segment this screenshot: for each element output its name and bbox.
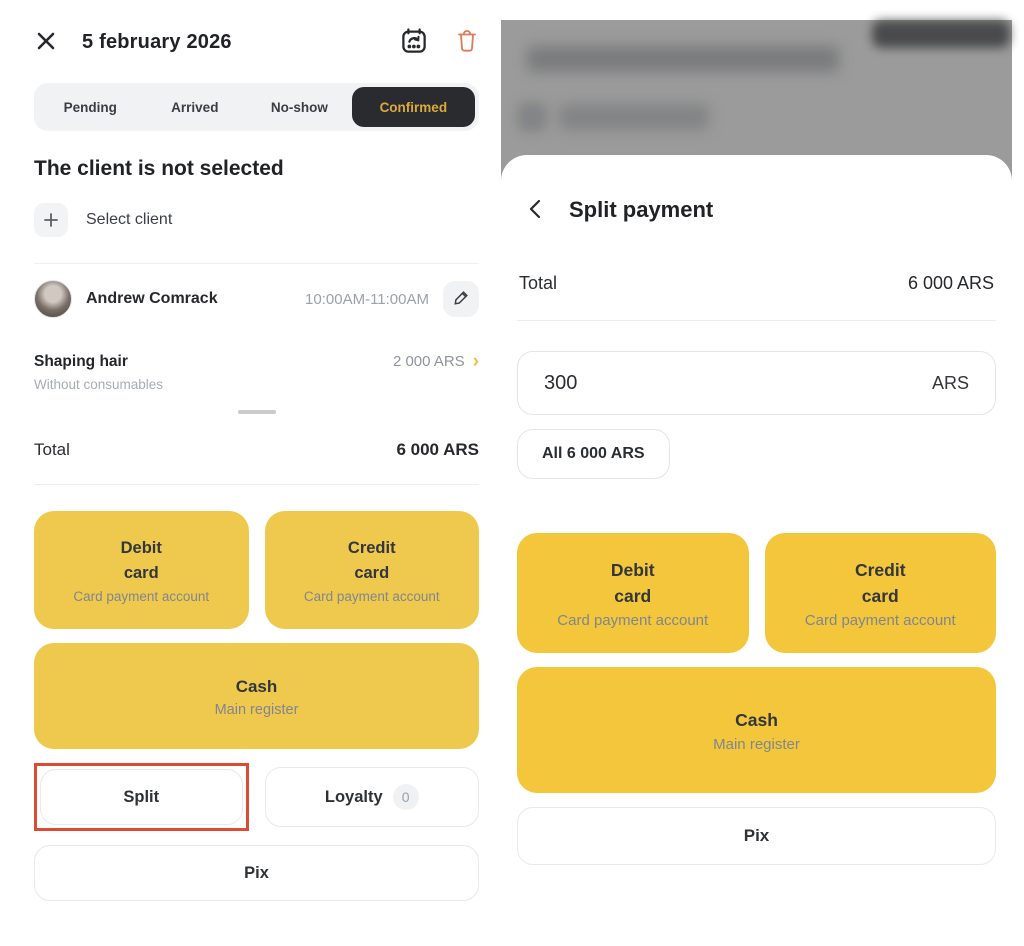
reschedule-button[interactable] [399,26,429,59]
debit-card-account: Card payment account [73,588,210,604]
split-payment-screen: Split payment Total 6 000 ARS ARS All 6 … [497,0,1024,946]
cash-button[interactable]: Cash Main register [517,667,996,793]
plus-icon [34,203,68,237]
total-label: Total [519,273,558,293]
service-note: Without consumables [34,377,164,392]
credit-card-account: Card payment account [303,588,440,604]
delete-appointment-button[interactable] [455,28,479,57]
split-payment-sheet: Split payment Total 6 000 ARS ARS All 6 … [501,155,1012,946]
cash-label: Cash [235,676,278,696]
divider [517,320,996,321]
chevron-left-icon [527,198,543,223]
sheet-header: Split payment [517,197,996,223]
select-client-label: Select client [86,211,173,228]
cash-register: Main register [214,702,299,719]
appointment-time: 10:00AM-11:00AM [305,290,429,308]
all-amount-chip[interactable]: All 6 000 ARS [517,429,670,479]
total-row: Total 6 000 ARS [517,273,996,294]
split-amount-field[interactable]: ARS [517,351,996,415]
staff-name: Andrew Comrack [86,290,218,307]
credit-card-account: Card payment account [804,612,956,630]
total-label: Total [34,440,70,459]
blurred-background-text [559,104,709,130]
trash-icon [455,28,479,57]
service-price: 2 000 ARS [392,353,465,370]
edit-appointment-button[interactable] [443,281,479,317]
credit-card-button[interactable]: Credit card Card payment account [264,511,479,629]
divider [34,484,479,485]
cash-label: Cash [735,709,778,730]
chevron-right-icon: › [472,351,479,372]
split-amount-input[interactable] [544,371,932,395]
debit-card-account: Card payment account [557,612,709,630]
status-tabbar: Pending Arrived No-show Confirmed [34,83,479,131]
close-icon [34,29,58,56]
loyalty-button[interactable]: Loyalty 0 [264,767,479,827]
service-row[interactable]: Shaping hair 2 000 ARS › [34,352,479,371]
cash-register: Main register [713,736,800,754]
pix-button[interactable]: Pix [517,807,996,865]
service-name: Shaping hair [34,352,128,370]
total-row: Total 6 000 ARS [34,440,479,460]
loyalty-label: Loyalty [324,787,383,806]
appointment-header: 5 february 2026 [34,0,479,59]
loyalty-count-badge: 0 [392,784,419,810]
blurred-background-text [527,46,839,72]
blurred-background-element [517,102,547,132]
sheet-title: Split payment [569,197,714,222]
close-button[interactable] [34,29,58,56]
sheet-grab-handle[interactable] [237,410,276,414]
tab-no-show[interactable]: No-show [247,87,352,127]
client-not-selected-heading: The client is not selected [34,157,284,180]
appointment-date-title: 5 february 2026 [82,31,232,53]
blurred-background-element [872,20,1010,48]
total-value: 6 000 ARS [907,273,994,293]
credit-card-label: Credit card [347,539,396,582]
divider [34,263,479,264]
select-client-button[interactable]: Select client [34,203,172,237]
tab-pending[interactable]: Pending [38,87,143,127]
payment-methods: Debit card Card payment account Credit car… [517,533,996,865]
split-highlight-box: Split [34,763,249,831]
debit-card-label: Debit card [120,539,162,582]
currency-label: ARS [931,372,969,393]
pencil-icon [453,289,470,309]
tab-confirmed[interactable]: Confirmed [351,87,475,127]
debit-card-label: Debit card [610,559,655,606]
appointment-screen: 5 february 2026 [0,0,497,946]
total-value: 6 000 ARS [396,440,479,459]
debit-card-button[interactable]: Debit card Card payment account [517,533,749,653]
calendar-reschedule-icon [399,26,429,59]
credit-card-label: Credit card [854,559,906,606]
split-button[interactable]: Split [40,769,243,825]
back-button[interactable] [527,198,543,223]
tab-arrived[interactable]: Arrived [143,87,248,127]
dimmed-background-overlay [501,20,1012,180]
cash-button[interactable]: Cash Main register [34,643,479,749]
pix-button[interactable]: Pix [34,845,479,901]
credit-card-button[interactable]: Credit card Card payment account [764,533,996,653]
debit-card-button[interactable]: Debit card Card payment account [34,511,249,629]
staff-avatar [34,280,72,318]
staff-appointment-row: Andrew Comrack 10:00AM-11:00AM [34,280,479,318]
payment-methods: Debit card Card payment account Credit car… [34,511,479,901]
